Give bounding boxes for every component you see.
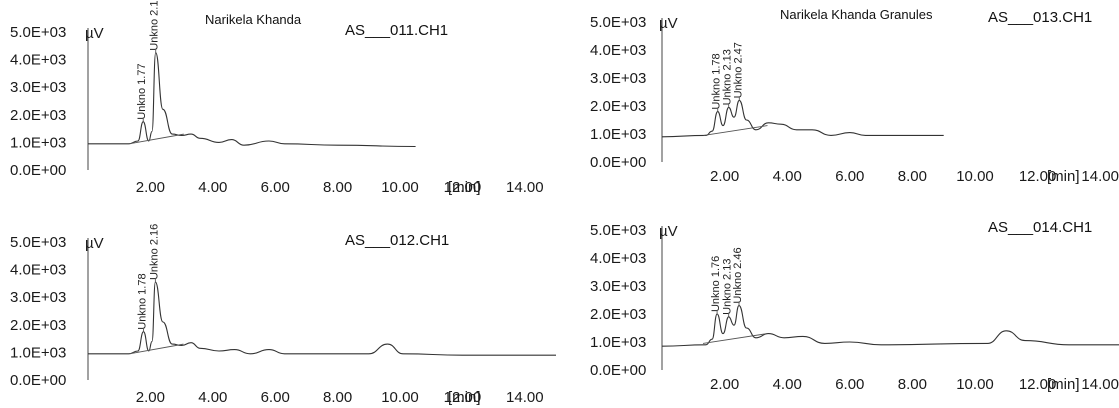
x-tick-label: 10.00 [381, 389, 419, 406]
file-label: AS___012.CH1 [345, 232, 449, 249]
x-unit-label: [min] [448, 389, 481, 406]
x-tick-label: 10.00 [381, 179, 419, 196]
chromatogram-trace [88, 52, 416, 148]
x-tick-label: 2.00 [710, 376, 739, 393]
y-tick-label: 4.0E+03 [10, 262, 66, 279]
x-unit-label: [min] [1047, 168, 1080, 185]
peak-label: Unkno 2.47 [732, 42, 744, 98]
y-tick-label: 3.0E+03 [10, 289, 66, 306]
chart-panel-3: 5.0E+03 4.0E+03 3.0E+03 2.0E+03 1.0E+03 0.0E+… [590, 7, 1119, 185]
x-tick-label: 14.00 [506, 179, 544, 196]
y-tick-label: 0.0E+00 [590, 154, 646, 171]
y-tick-label: 0.0E+00 [10, 162, 66, 179]
x-tick-label: 8.00 [898, 376, 927, 393]
x-tick-label: 14.00 [1081, 376, 1119, 393]
peak-baseline [702, 333, 768, 344]
peak-label: Unkno 2.46 [732, 247, 744, 303]
x-tick-label: 4.00 [198, 179, 227, 196]
x-tick-label: 6.00 [835, 376, 864, 393]
y-tick-label: 1.0E+03 [10, 344, 66, 361]
x-tick-label: 8.00 [323, 389, 352, 406]
y-tick-label: 4.0E+03 [10, 52, 66, 69]
x-tick-label: 8.00 [323, 179, 352, 196]
peak-label: Unkno 2.13 [722, 259, 734, 315]
x-tick-label: 10.00 [956, 376, 994, 393]
chromatogram-trace [87, 281, 556, 356]
x-tick-label: 10.00 [956, 168, 994, 185]
y-tick-label: 4.0E+03 [590, 250, 646, 267]
y-tick-label: 1.0E+03 [590, 126, 646, 143]
y-tick-label: 5.0E+03 [10, 234, 66, 251]
chart-panel-1: 5.0E+03 4.0E+03 3.0E+03 2.0E+03 1.0E+03 0.0E+… [10, 0, 544, 196]
y-tick-label: 1.0E+03 [10, 134, 66, 151]
peak-label: Unkno 1.78 [137, 273, 149, 329]
peak-label: Unkno 2.13 [722, 49, 734, 105]
peak-baseline [129, 133, 184, 145]
file-label: AS___013.CH1 [988, 9, 1092, 26]
file-label: AS___014.CH1 [988, 219, 1092, 236]
y-tick-label: 3.0E+03 [590, 70, 646, 87]
chart-title: Narikela Khanda [205, 12, 302, 27]
y-tick-label: 2.0E+03 [590, 98, 646, 115]
x-tick-label: 2.00 [710, 168, 739, 185]
y-tick-label: 5.0E+03 [590, 14, 646, 31]
x-tick-label: 12.00 [444, 179, 482, 196]
y-unit-label: µV [659, 223, 678, 240]
y-unit-label: µV [85, 25, 104, 42]
y-unit-label: µV [85, 235, 104, 252]
x-tick-label: 14.00 [506, 389, 544, 406]
x-tick-label: 12.00 [1019, 376, 1057, 393]
y-tick-label: 3.0E+03 [590, 278, 646, 295]
x-unit-label: [min] [1047, 376, 1080, 393]
chart-title: Narikela Khanda Granules [780, 7, 933, 22]
x-tick-label: 4.00 [773, 168, 802, 185]
chromatogram-trace [661, 305, 1119, 347]
y-tick-label: 4.0E+03 [590, 42, 646, 59]
y-tick-label: 5.0E+03 [10, 24, 66, 41]
x-tick-label: 12.00 [1019, 168, 1057, 185]
peak-label: Unkno 2.16 [148, 224, 160, 280]
y-tick-label: 2.0E+03 [590, 306, 646, 323]
y-tick-label: 1.0E+03 [590, 334, 646, 351]
x-tick-label: 14.00 [1081, 168, 1119, 185]
x-tick-label: 4.00 [773, 376, 802, 393]
x-tick-label: 8.00 [898, 168, 927, 185]
peak-baseline [129, 343, 184, 355]
x-tick-label: 2.00 [136, 389, 165, 406]
chromatogram-trace [661, 99, 944, 138]
chart-panel-2: 5.0E+03 4.0E+03 3.0E+03 2.0E+03 1.0E+03 0.0E+… [10, 224, 556, 406]
y-tick-label: 5.0E+03 [590, 222, 646, 239]
chart-panel-4: 5.0E+03 4.0E+03 3.0E+03 2.0E+03 1.0E+03 0.0E+… [590, 219, 1119, 393]
peak-label: Unkno 1.77 [136, 63, 148, 119]
x-tick-label: 2.00 [136, 179, 165, 196]
y-tick-label: 0.0E+00 [10, 372, 66, 389]
x-tick-label: 6.00 [261, 389, 290, 406]
peak-label: Unkno 2.17 [149, 0, 161, 51]
x-unit-label: [min] [448, 179, 481, 196]
x-tick-label: 6.00 [835, 168, 864, 185]
peak-label: Unkno 1.76 [710, 256, 722, 312]
peak-baseline [703, 125, 768, 136]
y-tick-label: 0.0E+00 [590, 362, 646, 379]
x-tick-label: 12.00 [444, 389, 482, 406]
x-tick-label: 4.00 [198, 389, 227, 406]
file-label: AS___011.CH1 [345, 22, 448, 39]
y-tick-label: 2.0E+03 [10, 317, 66, 334]
peak-label: Unkno 1.78 [711, 53, 723, 109]
y-tick-label: 3.0E+03 [10, 79, 66, 96]
y-tick-label: 2.0E+03 [10, 107, 66, 124]
x-tick-label: 6.00 [261, 179, 290, 196]
y-unit-label: µV [659, 15, 678, 32]
